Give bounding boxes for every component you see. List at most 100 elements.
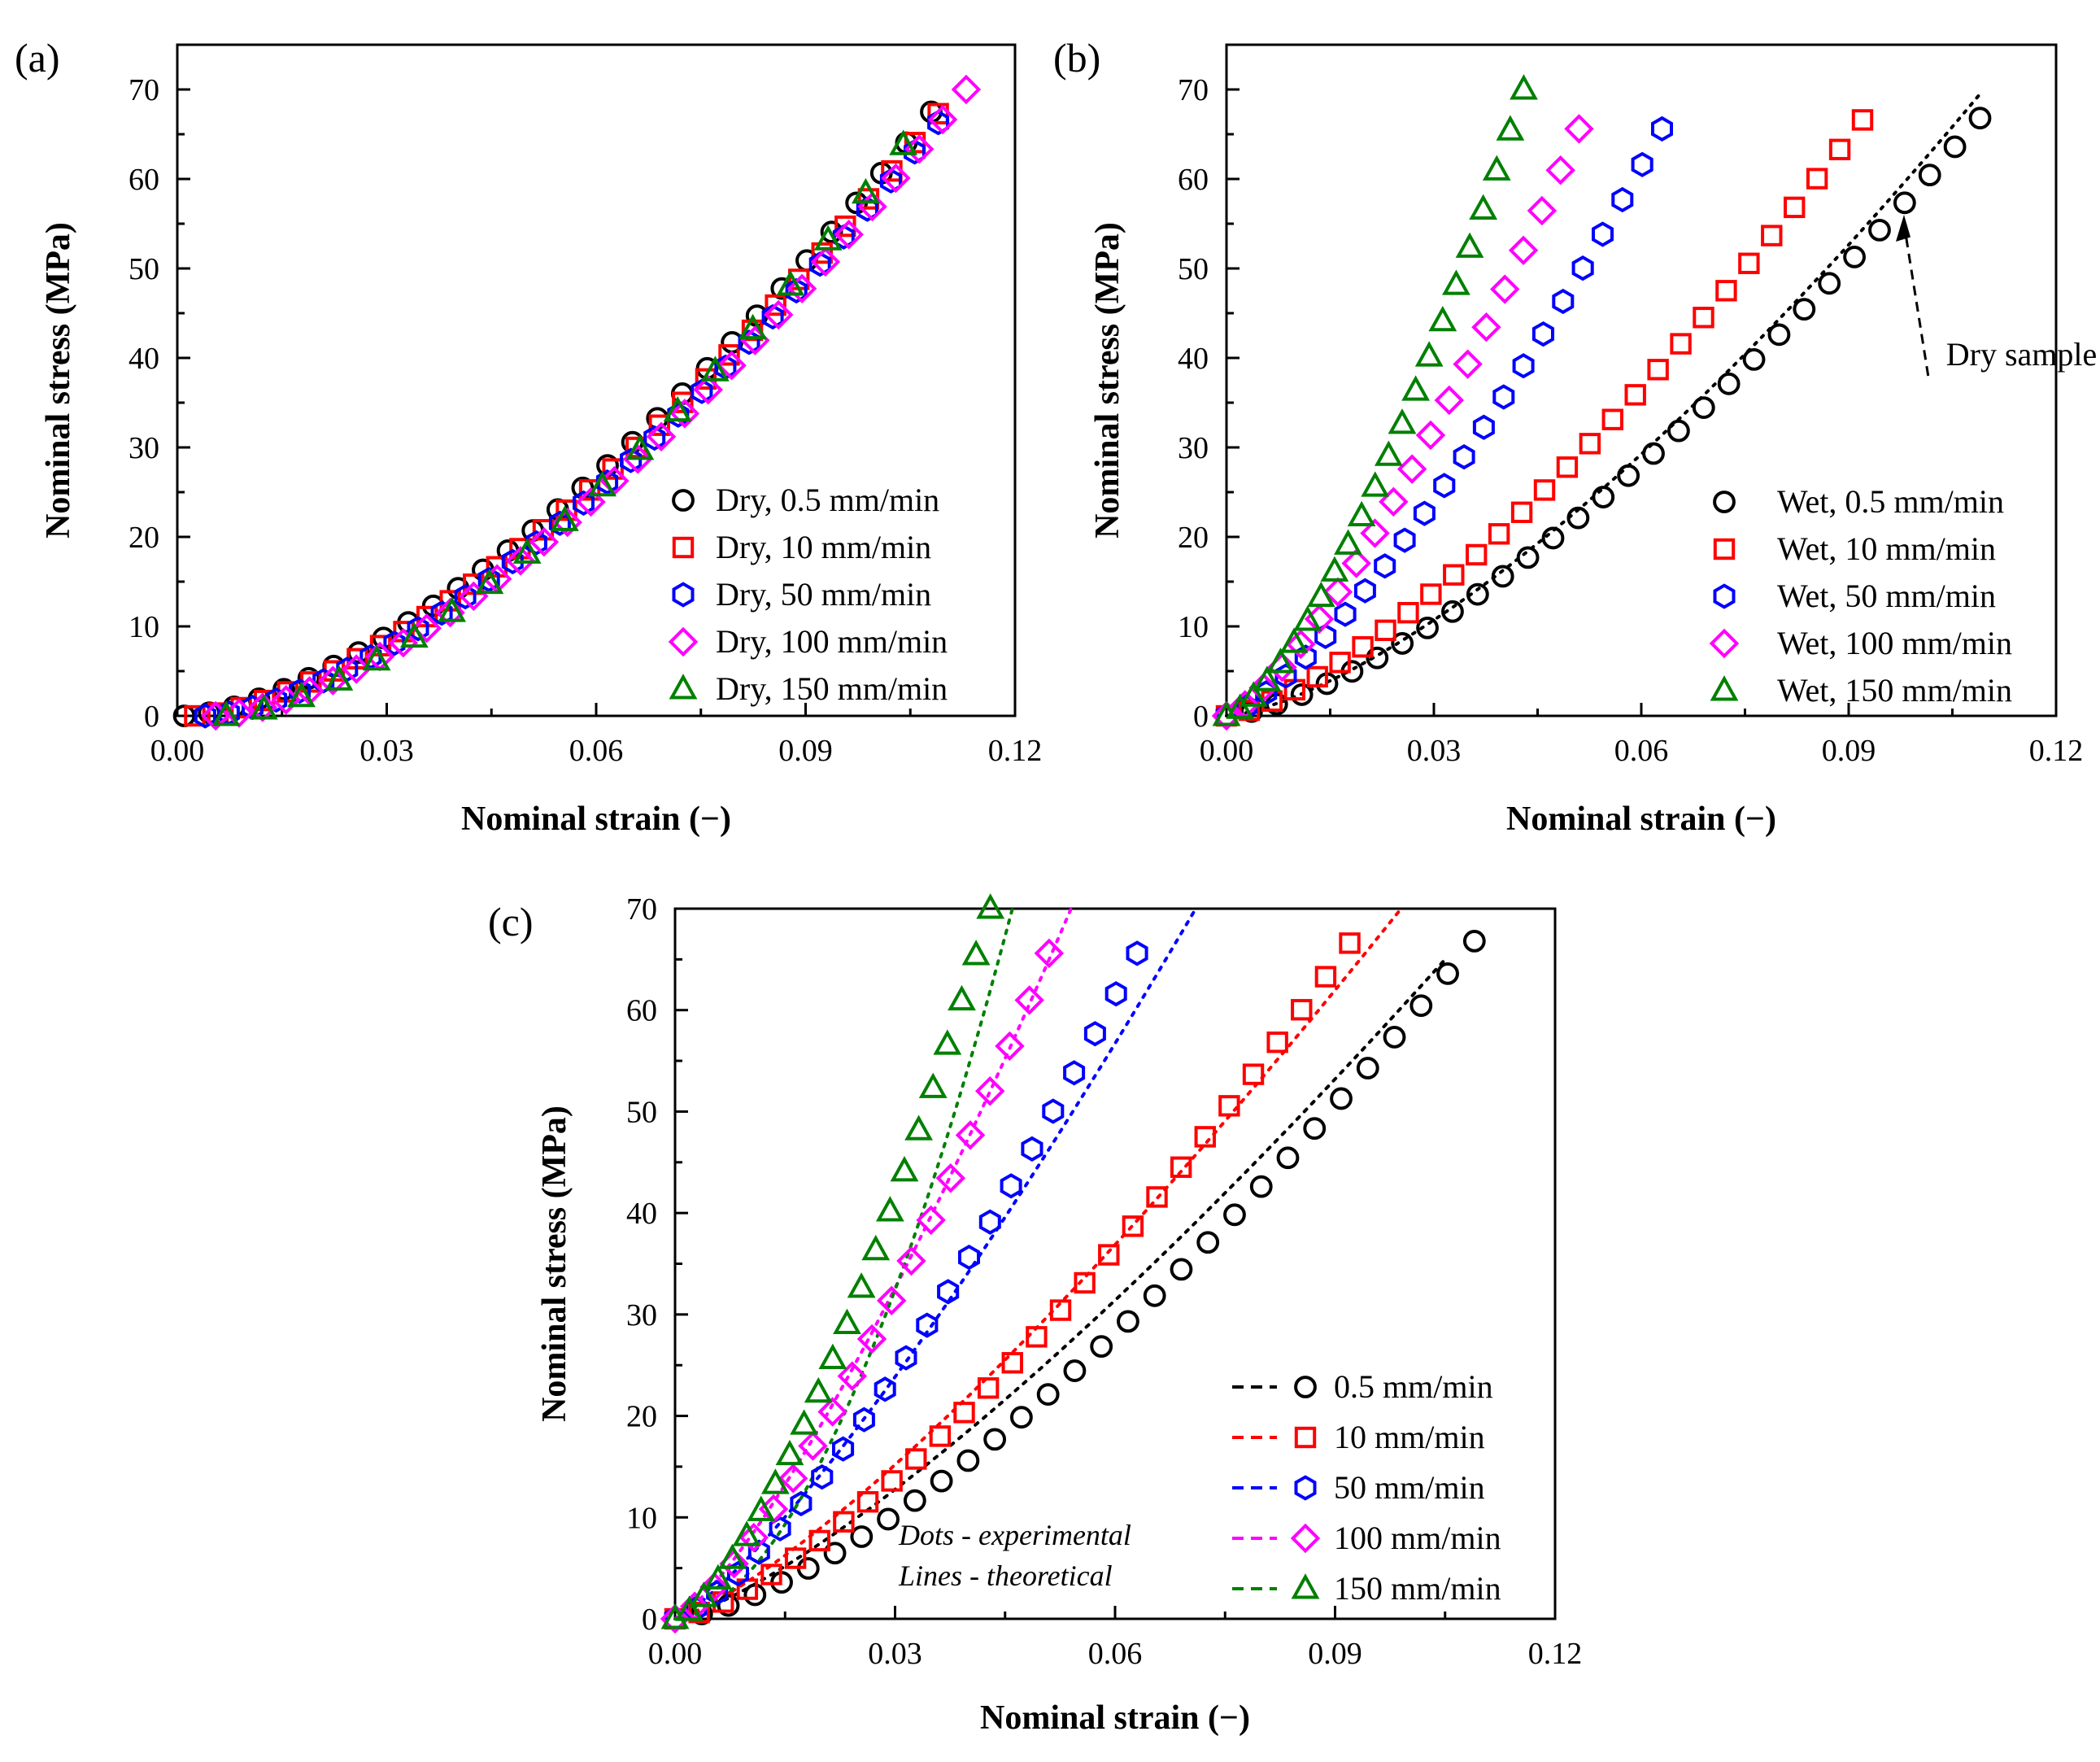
y-tick-label: 60 xyxy=(626,994,657,1028)
data-point xyxy=(1347,500,1376,527)
data-point xyxy=(811,1463,834,1490)
data-point xyxy=(1374,440,1403,466)
series-wet-50-mm-min xyxy=(1215,116,1673,729)
data-point xyxy=(1401,375,1430,401)
note-text: Dots - experimental xyxy=(898,1519,1131,1551)
legend-marker xyxy=(1713,583,1736,609)
annotation-arrowhead xyxy=(1896,215,1910,242)
legend-entry: Dry, 150 mm/min xyxy=(716,670,948,707)
data-point xyxy=(1541,526,1565,550)
data-point xyxy=(1306,665,1328,688)
data-point xyxy=(820,220,843,244)
data-point xyxy=(1843,245,1866,268)
data-point xyxy=(1291,999,1313,1021)
data-point xyxy=(1393,527,1416,553)
y-tick-label: 10 xyxy=(129,610,159,644)
y-tick-label: 30 xyxy=(626,1298,657,1332)
data-point xyxy=(847,1272,876,1298)
data-point xyxy=(833,1511,855,1533)
data-point xyxy=(1314,623,1337,650)
data-point xyxy=(693,374,723,405)
data-point xyxy=(1014,985,1044,1015)
data-point xyxy=(1767,323,1791,347)
data-point xyxy=(1356,1057,1379,1079)
data-point xyxy=(1413,500,1436,526)
y-tick-label: 40 xyxy=(129,342,159,376)
data-point xyxy=(818,1343,847,1369)
legend-entry: Dry, 50 mm/min xyxy=(716,576,931,613)
data-point xyxy=(1453,349,1483,379)
data-point xyxy=(1286,629,1316,660)
data-point xyxy=(760,1468,790,1494)
data-point xyxy=(1510,74,1538,100)
data-point xyxy=(1391,632,1414,655)
data-point xyxy=(620,447,643,473)
y-tick-label: 60 xyxy=(1178,163,1209,197)
data-point xyxy=(1624,384,1646,406)
x-tick-label: 0.09 xyxy=(778,734,833,768)
data-point xyxy=(1000,1173,1022,1199)
data-point xyxy=(1851,109,1874,131)
x-tick-label: 0.03 xyxy=(1407,734,1462,768)
legend-entry: 10 mm/min xyxy=(1334,1419,1485,1455)
legend: Dry, 0.5 mm/min Dry, 10 mm/min Dry, 50 mm/… xyxy=(668,482,948,707)
data-point xyxy=(667,402,690,428)
data-point xyxy=(1670,333,1692,355)
data-point xyxy=(1441,600,1464,623)
data-point xyxy=(289,678,312,704)
data-point xyxy=(790,1409,819,1435)
data-point xyxy=(1806,168,1828,190)
data-point xyxy=(951,74,982,105)
x-tick-label: 0.12 xyxy=(1528,1637,1583,1671)
data-point xyxy=(388,627,419,658)
data-point xyxy=(937,1279,960,1305)
data-point xyxy=(1361,471,1390,497)
data-point xyxy=(1592,221,1614,247)
data-point xyxy=(905,1448,927,1470)
x-tick-label: 0.06 xyxy=(569,734,624,768)
data-point xyxy=(1339,932,1361,954)
data-point xyxy=(856,1324,887,1354)
x-tick-label: 0.09 xyxy=(1822,734,1876,768)
data-point xyxy=(1492,384,1515,410)
data-point xyxy=(1491,565,1514,588)
data-point xyxy=(1571,255,1594,281)
data-point xyxy=(525,530,547,556)
data-point xyxy=(529,526,560,557)
data-point xyxy=(1074,1271,1096,1294)
data-point xyxy=(929,1425,952,1447)
data-point xyxy=(1026,1326,1048,1348)
data-point xyxy=(832,224,855,250)
data-point xyxy=(877,1285,907,1316)
panel-label: (a) xyxy=(15,35,60,81)
y-tick-label: 50 xyxy=(129,252,159,286)
y-tick-label: 20 xyxy=(1178,521,1209,555)
data-point xyxy=(1490,274,1520,304)
data-point xyxy=(1556,456,1579,478)
data-point xyxy=(512,538,542,564)
data-point xyxy=(1143,1284,1166,1307)
data-point xyxy=(407,616,429,642)
series-150-mm-min xyxy=(660,893,1005,1629)
data-point xyxy=(976,893,1005,919)
legend-marker xyxy=(1291,1573,1320,1599)
data-point xyxy=(916,1312,939,1338)
data-point xyxy=(1434,385,1465,416)
data-point xyxy=(1314,966,1337,988)
data-point xyxy=(1420,583,1442,605)
data-point xyxy=(1329,652,1351,674)
data-point xyxy=(798,1431,828,1461)
data-point xyxy=(1279,627,1309,653)
data-point xyxy=(1742,348,1766,371)
series-wet-10-mm-min xyxy=(1215,109,1874,727)
data-point xyxy=(918,1072,948,1098)
plot-frame xyxy=(176,43,1017,717)
data-point xyxy=(1211,700,1242,731)
data-point xyxy=(412,613,442,643)
data-point xyxy=(501,548,524,575)
data-point xyxy=(1223,1203,1246,1227)
data-point xyxy=(1374,553,1396,579)
data-point xyxy=(1098,1244,1120,1266)
data-point xyxy=(1063,1359,1087,1382)
